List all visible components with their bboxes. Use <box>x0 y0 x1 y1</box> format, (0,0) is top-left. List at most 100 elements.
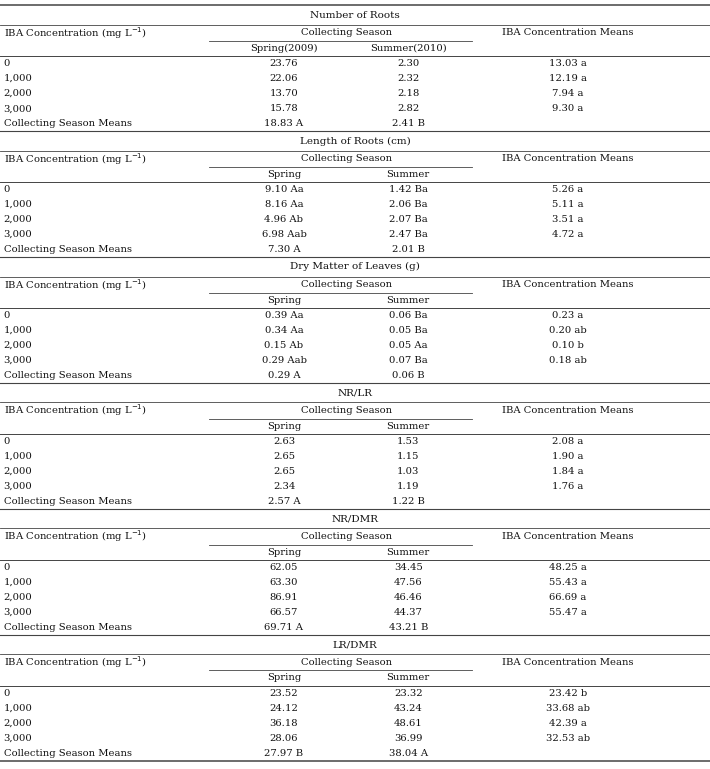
Text: 2.01 B: 2.01 B <box>392 245 425 255</box>
Text: 1.15: 1.15 <box>397 452 420 461</box>
Text: 22.06: 22.06 <box>270 74 298 83</box>
Text: 36.18: 36.18 <box>270 719 298 727</box>
Text: IBA Concentration (mg L$^{-1}$): IBA Concentration (mg L$^{-1}$) <box>4 654 146 671</box>
Text: Summer: Summer <box>387 421 430 431</box>
Text: 46.46: 46.46 <box>394 593 422 602</box>
Text: 0.29 Aab: 0.29 Aab <box>261 356 307 365</box>
Text: 23.76: 23.76 <box>270 59 298 68</box>
Text: 48.61: 48.61 <box>394 719 422 727</box>
Text: IBA Concentration Means: IBA Concentration Means <box>502 532 634 541</box>
Text: 1,000: 1,000 <box>4 326 33 335</box>
Text: 1.19: 1.19 <box>397 482 420 491</box>
Text: 33.68 ab: 33.68 ab <box>546 704 590 713</box>
Text: Collecting Season: Collecting Season <box>300 658 392 667</box>
Text: 0: 0 <box>4 311 10 320</box>
Text: IBA Concentration (mg L$^{-1}$): IBA Concentration (mg L$^{-1}$) <box>4 25 146 41</box>
Text: 23.32: 23.32 <box>394 688 422 697</box>
Text: IBA Concentration Means: IBA Concentration Means <box>502 280 634 289</box>
Text: 1.22 B: 1.22 B <box>392 497 425 506</box>
Text: Collecting Season: Collecting Season <box>300 532 392 541</box>
Text: 3.51 a: 3.51 a <box>552 215 584 224</box>
Text: Collecting Season: Collecting Season <box>300 28 392 38</box>
Text: 9.10 Aa: 9.10 Aa <box>265 185 303 194</box>
Text: 0.10 b: 0.10 b <box>552 341 584 350</box>
Text: 43.21 B: 43.21 B <box>388 623 428 632</box>
Text: 2.82: 2.82 <box>397 104 420 113</box>
Text: Collecting Season Means: Collecting Season Means <box>4 119 131 128</box>
Text: 0.34 Aa: 0.34 Aa <box>265 326 303 335</box>
Text: 69.71 A: 69.71 A <box>265 623 303 632</box>
Text: 2.07 Ba: 2.07 Ba <box>389 215 427 224</box>
Text: 1,000: 1,000 <box>4 578 33 587</box>
Text: 3,000: 3,000 <box>4 608 32 617</box>
Text: 1,000: 1,000 <box>4 452 33 461</box>
Text: 42.39 a: 42.39 a <box>549 719 587 727</box>
Text: Spring: Spring <box>267 170 301 179</box>
Text: 0: 0 <box>4 185 10 194</box>
Text: 7.30 A: 7.30 A <box>268 245 300 255</box>
Text: 2.34: 2.34 <box>273 482 295 491</box>
Text: 0: 0 <box>4 59 10 68</box>
Text: 2.63: 2.63 <box>273 437 295 446</box>
Text: Spring(2009): Spring(2009) <box>250 44 318 53</box>
Text: 3,000: 3,000 <box>4 734 32 743</box>
Text: 1.42 Ba: 1.42 Ba <box>389 185 427 194</box>
Text: IBA Concentration Means: IBA Concentration Means <box>502 155 634 163</box>
Text: 3,000: 3,000 <box>4 230 32 239</box>
Text: 0.23 a: 0.23 a <box>552 311 584 320</box>
Text: 1.90 a: 1.90 a <box>552 452 584 461</box>
Text: 0.15 Ab: 0.15 Ab <box>264 341 304 350</box>
Text: 28.06: 28.06 <box>270 734 298 743</box>
Text: 0.06 B: 0.06 B <box>392 371 425 380</box>
Text: 2.65: 2.65 <box>273 467 295 476</box>
Text: 1.03: 1.03 <box>397 467 420 476</box>
Text: 62.05: 62.05 <box>270 563 298 571</box>
Text: Collecting Season Means: Collecting Season Means <box>4 749 131 757</box>
Text: Spring: Spring <box>267 296 301 305</box>
Text: Collecting Season: Collecting Season <box>300 280 392 289</box>
Text: 2,000: 2,000 <box>4 467 32 476</box>
Text: 6.98 Aab: 6.98 Aab <box>261 230 307 239</box>
Text: 23.52: 23.52 <box>270 688 298 697</box>
Text: 2,000: 2,000 <box>4 719 32 727</box>
Text: 2.47 Ba: 2.47 Ba <box>389 230 427 239</box>
Text: 13.70: 13.70 <box>270 89 298 98</box>
Text: Collecting Season Means: Collecting Season Means <box>4 245 131 255</box>
Text: Spring: Spring <box>267 421 301 431</box>
Text: 4.96 Ab: 4.96 Ab <box>265 215 303 224</box>
Text: 18.83 A: 18.83 A <box>264 119 304 128</box>
Text: 4.72 a: 4.72 a <box>552 230 584 239</box>
Text: NR/LR: NR/LR <box>337 388 373 398</box>
Text: 3,000: 3,000 <box>4 104 32 113</box>
Text: 2,000: 2,000 <box>4 89 32 98</box>
Text: Spring: Spring <box>267 674 301 682</box>
Text: 0: 0 <box>4 688 10 697</box>
Text: Number of Roots: Number of Roots <box>310 11 400 19</box>
Text: 1,000: 1,000 <box>4 200 33 209</box>
Text: 63.30: 63.30 <box>270 578 298 587</box>
Text: NR/DMR: NR/DMR <box>332 514 378 523</box>
Text: 2,000: 2,000 <box>4 215 32 224</box>
Text: 12.19 a: 12.19 a <box>549 74 587 83</box>
Text: 0: 0 <box>4 437 10 446</box>
Text: 27.97 B: 27.97 B <box>264 749 304 757</box>
Text: 44.37: 44.37 <box>394 608 422 617</box>
Text: 2.06 Ba: 2.06 Ba <box>389 200 427 209</box>
Text: 23.42 b: 23.42 b <box>549 688 587 697</box>
Text: LR/DMR: LR/DMR <box>332 640 378 649</box>
Text: IBA Concentration Means: IBA Concentration Means <box>502 406 634 415</box>
Text: 5.11 a: 5.11 a <box>552 200 584 209</box>
Text: 2.57 A: 2.57 A <box>268 497 300 506</box>
Text: Summer: Summer <box>387 548 430 557</box>
Text: 0.07 Ba: 0.07 Ba <box>389 356 427 365</box>
Text: Collecting Season: Collecting Season <box>300 406 392 415</box>
Text: 3,000: 3,000 <box>4 356 32 365</box>
Text: 32.53 ab: 32.53 ab <box>546 734 590 743</box>
Text: 66.57: 66.57 <box>270 608 298 617</box>
Text: 38.04 A: 38.04 A <box>388 749 428 757</box>
Text: 86.91: 86.91 <box>270 593 298 602</box>
Text: 1.84 a: 1.84 a <box>552 467 584 476</box>
Text: 24.12: 24.12 <box>270 704 298 713</box>
Text: IBA Concentration (mg L$^{-1}$): IBA Concentration (mg L$^{-1}$) <box>4 277 146 292</box>
Text: 47.56: 47.56 <box>394 578 422 587</box>
